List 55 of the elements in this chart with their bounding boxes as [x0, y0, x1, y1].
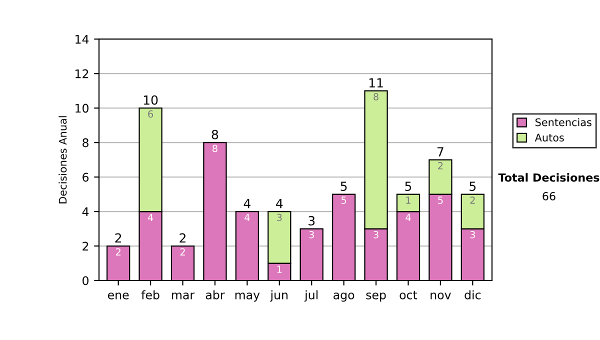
text: Total Decisiones: [498, 173, 600, 182]
text: 66: [542, 192, 556, 200]
x-tick-label: sep: [366, 292, 386, 302]
total-label: 4: [276, 198, 283, 208]
total-label: 10: [144, 95, 158, 105]
data-label: 8: [374, 93, 378, 100]
x-tick-label: oct: [400, 290, 418, 300]
legend-label: Sentencias: [535, 118, 592, 126]
x-tick-label: ene: [108, 292, 129, 300]
x-tick-label: ago: [334, 292, 354, 302]
data-label: 5: [341, 196, 346, 204]
total-label: 2: [180, 233, 186, 243]
y-tick-label: 8: [82, 138, 88, 148]
data-label: 6: [148, 110, 154, 118]
y-tick-label: 12: [76, 69, 88, 78]
data-label: 3: [470, 231, 475, 238]
data-label: 5: [438, 196, 443, 204]
data-label: 4: [148, 214, 154, 221]
data-label: 3: [277, 214, 282, 222]
legend-label: Autos: [534, 134, 564, 142]
x-tick-label: abr: [206, 290, 225, 300]
total-label: 5: [340, 182, 347, 191]
y-axis-title: Decisiones Anual: [58, 116, 67, 204]
x-tick-label: feb: [141, 290, 160, 300]
x-tick-label: dic: [464, 290, 481, 300]
data-label: 2: [470, 196, 475, 204]
data-label: 2: [438, 162, 443, 170]
y-tick-label: 6: [82, 172, 89, 182]
data-label: 2: [116, 248, 120, 256]
total-label: 4: [244, 198, 250, 208]
total-label: 5: [405, 182, 412, 191]
data-label: 4: [406, 214, 411, 221]
y-tick-label: 0: [82, 276, 88, 286]
total-label: 8: [212, 130, 218, 140]
data-label: 1: [406, 196, 410, 204]
data-label: 4: [244, 214, 250, 221]
total-label: 11: [369, 78, 383, 88]
x-tick-label: jul: [304, 290, 318, 302]
x-tick-label: nov: [430, 292, 451, 300]
data-label: 3: [309, 231, 314, 238]
total-label: 3: [308, 216, 315, 226]
data-label: 1: [277, 266, 282, 273]
x-tick-label: jun: [270, 290, 288, 302]
total-label: 2: [115, 233, 122, 243]
x-tick-label: mar: [172, 292, 195, 300]
total-label: 5: [470, 182, 476, 191]
data-label: 3: [374, 231, 378, 238]
y-tick-label: 2: [82, 242, 88, 250]
y-tick-label: 4: [82, 207, 89, 216]
y-tick-label: 10: [76, 104, 88, 113]
x-tick-label: may: [235, 292, 260, 302]
data-label: 8: [212, 144, 218, 152]
data-label: 2: [180, 248, 185, 256]
total-label: 7: [438, 147, 444, 156]
y-tick-label: 14: [76, 34, 89, 44]
